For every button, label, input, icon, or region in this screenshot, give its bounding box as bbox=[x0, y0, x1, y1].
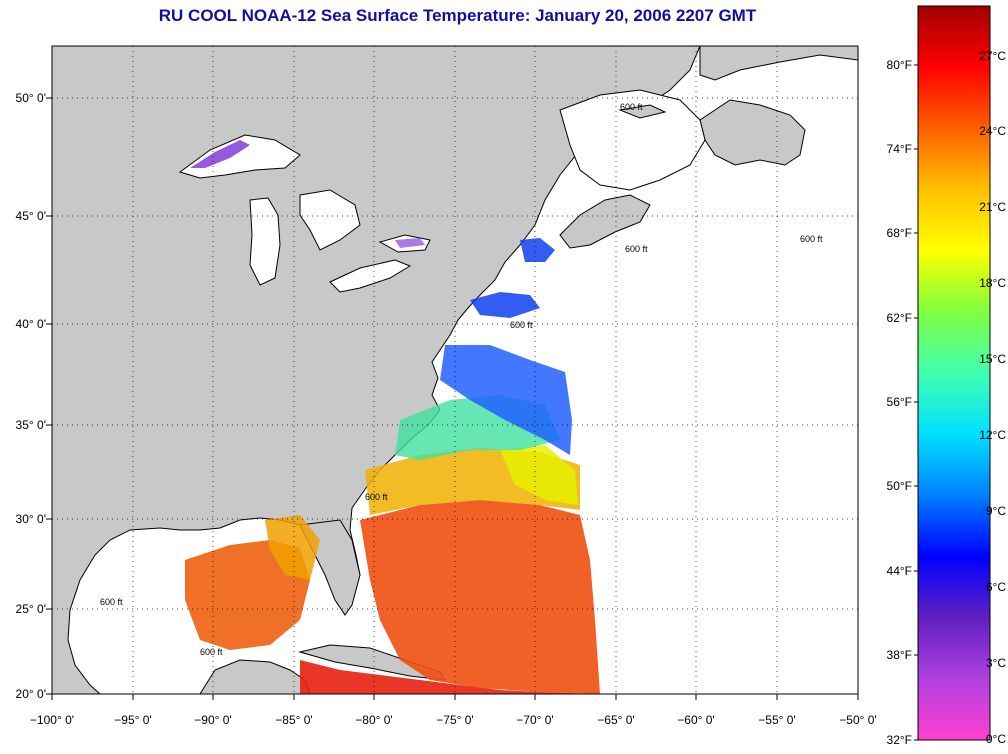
lake-huron bbox=[299, 189, 361, 251]
lake-michigan bbox=[249, 197, 281, 286]
lake-superior-sst bbox=[190, 140, 250, 168]
latitude-label: 25° 0' bbox=[16, 602, 46, 616]
colorbar-c-label: 21°C bbox=[979, 200, 1006, 214]
sst-gulfstream-yellow bbox=[500, 445, 578, 505]
lake-erie bbox=[329, 259, 412, 293]
colorbar-f-label: 32°F bbox=[887, 733, 912, 747]
colorbar-f-label: 62°F bbox=[887, 311, 912, 325]
latitude-label: 35° 0' bbox=[16, 418, 46, 432]
longitude-label: −100° 0' bbox=[30, 713, 74, 727]
sst-gulf-maine-blue bbox=[520, 238, 555, 262]
longitude-label: −65° 0' bbox=[597, 713, 634, 727]
colorbar-c-label: 12°C bbox=[979, 428, 1006, 442]
contour-label: 600 ft bbox=[620, 102, 643, 112]
anticosti-island bbox=[618, 104, 667, 119]
longitude-label: −80° 0' bbox=[355, 713, 392, 727]
colorbar-f-label: 68°F bbox=[887, 226, 912, 240]
contour-label: 600 ft bbox=[100, 597, 123, 607]
latitude-label: 30° 0' bbox=[16, 512, 46, 526]
longitude-label: −90° 0' bbox=[194, 713, 231, 727]
map-title: RU COOL NOAA-12 Sea Surface Temperature:… bbox=[158, 6, 757, 25]
colorbar-c-label: 0°C bbox=[986, 732, 1006, 746]
contour-label: 600 ft bbox=[800, 234, 823, 244]
colorbar-f-label: 50°F bbox=[887, 479, 912, 493]
colorbar-c-label: 9°C bbox=[986, 504, 1006, 518]
sst-caribbean bbox=[300, 660, 600, 694]
colorbar-c-label: 24°C bbox=[979, 124, 1006, 138]
land-newfoundland bbox=[699, 99, 806, 166]
colorbar-f-label: 38°F bbox=[887, 648, 912, 662]
latitude-label: 20° 0' bbox=[16, 687, 46, 701]
contour-label: 600 ft bbox=[625, 244, 648, 254]
land-nova-scotia bbox=[559, 194, 651, 249]
colorbar-c-label: 27°C bbox=[979, 49, 1006, 63]
colorbar-fahrenheit-labels: 80°F 74°F 68°F 62°F 56°F 50°F 44°F 38°F 32°F bbox=[887, 58, 918, 747]
colorbar-f-label: 56°F bbox=[887, 395, 912, 409]
contour-label: 600 ft bbox=[510, 320, 533, 330]
latitude-label: 50° 0' bbox=[16, 91, 46, 105]
longitude-label: −55° 0' bbox=[758, 713, 795, 727]
colorbar-f-label: 44°F bbox=[887, 564, 912, 578]
lake-superior bbox=[178, 134, 301, 179]
longitude-label: −95° 0' bbox=[114, 713, 151, 727]
longitude-label: −75° 0' bbox=[436, 713, 473, 727]
sst-shelf-blue bbox=[470, 292, 540, 318]
longitude-label: −85° 0' bbox=[275, 713, 312, 727]
lake-ontario-sst bbox=[395, 238, 425, 248]
latitude-labels: 50° 0' 45° 0' 40° 0' 35° 0' 30° 0' 25° 0' 20° … bbox=[16, 91, 52, 701]
colorbar-c-label: 3°C bbox=[986, 656, 1006, 670]
sst-gulf-east bbox=[265, 515, 320, 580]
colorbar-f-label: 74°F bbox=[887, 142, 912, 156]
colorbar-c-label: 15°C bbox=[979, 352, 1006, 366]
colorbar bbox=[917, 5, 991, 741]
colorbar-c-label: 18°C bbox=[979, 276, 1006, 290]
sst-atlantic-north-blue bbox=[440, 345, 572, 455]
colorbar-celsius-labels: 27°C 24°C 21°C 18°C 15°C 12°C 9°C 6°C 3°C 0°C bbox=[979, 49, 1006, 746]
latitude-label: 40° 0' bbox=[16, 317, 46, 331]
colorbar-c-label: 6°C bbox=[986, 580, 1006, 594]
land-labrador bbox=[699, 46, 858, 81]
longitude-labels: −100° 0' −95° 0' −90° 0' −85° 0' −80° 0' −75°… bbox=[30, 694, 877, 727]
longitude-label: −70° 0' bbox=[516, 713, 553, 727]
longitude-label: −60° 0' bbox=[677, 713, 714, 727]
sst-atlantic-south bbox=[360, 500, 600, 694]
contour-label: 600 ft bbox=[365, 492, 388, 502]
contour-label: 600 ft bbox=[200, 647, 223, 657]
gulf-st-lawrence bbox=[559, 89, 706, 191]
latitude-label: 45° 0' bbox=[16, 209, 46, 223]
sst-gulf-warm bbox=[185, 540, 310, 650]
land-north-america bbox=[52, 46, 701, 694]
longitude-label: −50° 0' bbox=[839, 713, 876, 727]
colorbar-f-label: 80°F bbox=[887, 58, 912, 72]
